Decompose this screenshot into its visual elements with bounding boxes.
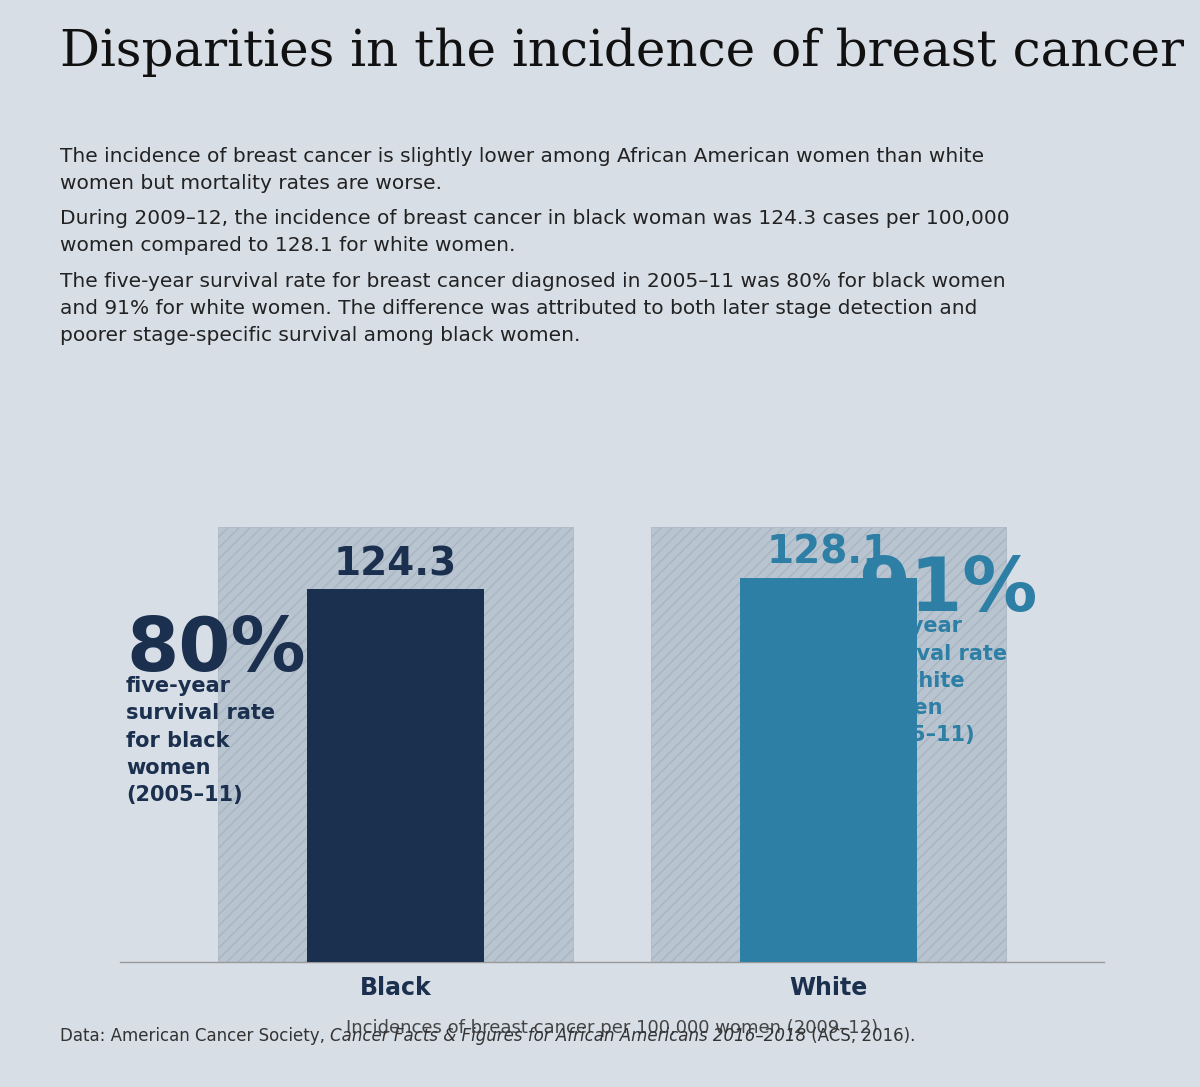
Text: 128.1: 128.1 <box>767 534 890 572</box>
Text: 91%: 91% <box>858 554 1037 627</box>
Text: 124.3: 124.3 <box>334 546 457 584</box>
Text: five-year
survival rate
for white
women
(2005–11): five-year survival rate for white women … <box>858 616 1007 745</box>
Text: five-year
survival rate
for black
women
(2005–11): five-year survival rate for black women … <box>126 676 275 804</box>
X-axis label: Incidences of breast cancer per 100,000 women (2009–12): Incidences of breast cancer per 100,000 … <box>346 1020 878 1037</box>
Text: Cancer Facts & Figures for African Americans 2016–2018: Cancer Facts & Figures for African Ameri… <box>330 1027 806 1045</box>
Bar <box>740 578 917 962</box>
Text: During 2009–12, the incidence of breast cancer in black woman was 124.3 cases pe: During 2009–12, the incidence of breast … <box>60 209 1009 255</box>
Bar <box>307 589 484 962</box>
Text: Data: American Cancer Society,: Data: American Cancer Society, <box>60 1027 330 1045</box>
Text: The incidence of breast cancer is slightly lower among African American women th: The incidence of breast cancer is slight… <box>60 147 984 193</box>
Text: Disparities in the incidence of breast cancer mortality: Disparities in the incidence of breast c… <box>60 27 1200 77</box>
Text: The five-year survival rate for breast cancer diagnosed in 2005–11 was 80% for b: The five-year survival rate for breast c… <box>60 272 1006 346</box>
Bar <box>652 527 1006 962</box>
Bar <box>218 527 572 962</box>
Text: 80%: 80% <box>126 614 306 687</box>
Text: (ACS, 2016).: (ACS, 2016). <box>806 1027 916 1045</box>
